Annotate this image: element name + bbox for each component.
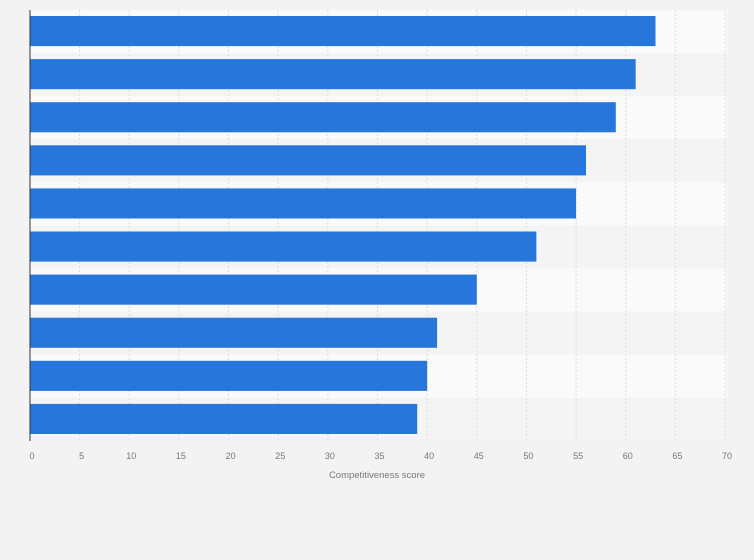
x-tick-label: 20 <box>226 451 236 461</box>
x-tick-label: 65 <box>672 451 682 461</box>
x-tick-label: 5 <box>79 451 84 461</box>
bar <box>30 59 636 90</box>
x-tick-label: 60 <box>623 451 633 461</box>
x-tick-label: 25 <box>275 451 285 461</box>
x-tick-label: 50 <box>523 451 533 461</box>
bar <box>30 16 656 47</box>
x-axis-label: Competitiveness score <box>329 470 425 481</box>
bar <box>30 102 616 133</box>
x-tick-label: 30 <box>325 451 335 461</box>
bar <box>30 317 438 348</box>
x-tick-label: 70 <box>722 451 732 461</box>
x-tick-label: 15 <box>176 451 186 461</box>
x-tick-label: 10 <box>126 451 136 461</box>
bar <box>30 145 586 176</box>
bar <box>30 403 418 434</box>
x-tick-label: 35 <box>374 451 384 461</box>
bar <box>30 274 477 305</box>
x-tick-label: 40 <box>424 451 434 461</box>
bar <box>30 360 428 391</box>
x-tick-label: 45 <box>474 451 484 461</box>
bar <box>30 231 537 262</box>
x-tick-label: 55 <box>573 451 583 461</box>
x-tick-label: 0 <box>29 451 34 461</box>
bar <box>30 188 577 219</box>
